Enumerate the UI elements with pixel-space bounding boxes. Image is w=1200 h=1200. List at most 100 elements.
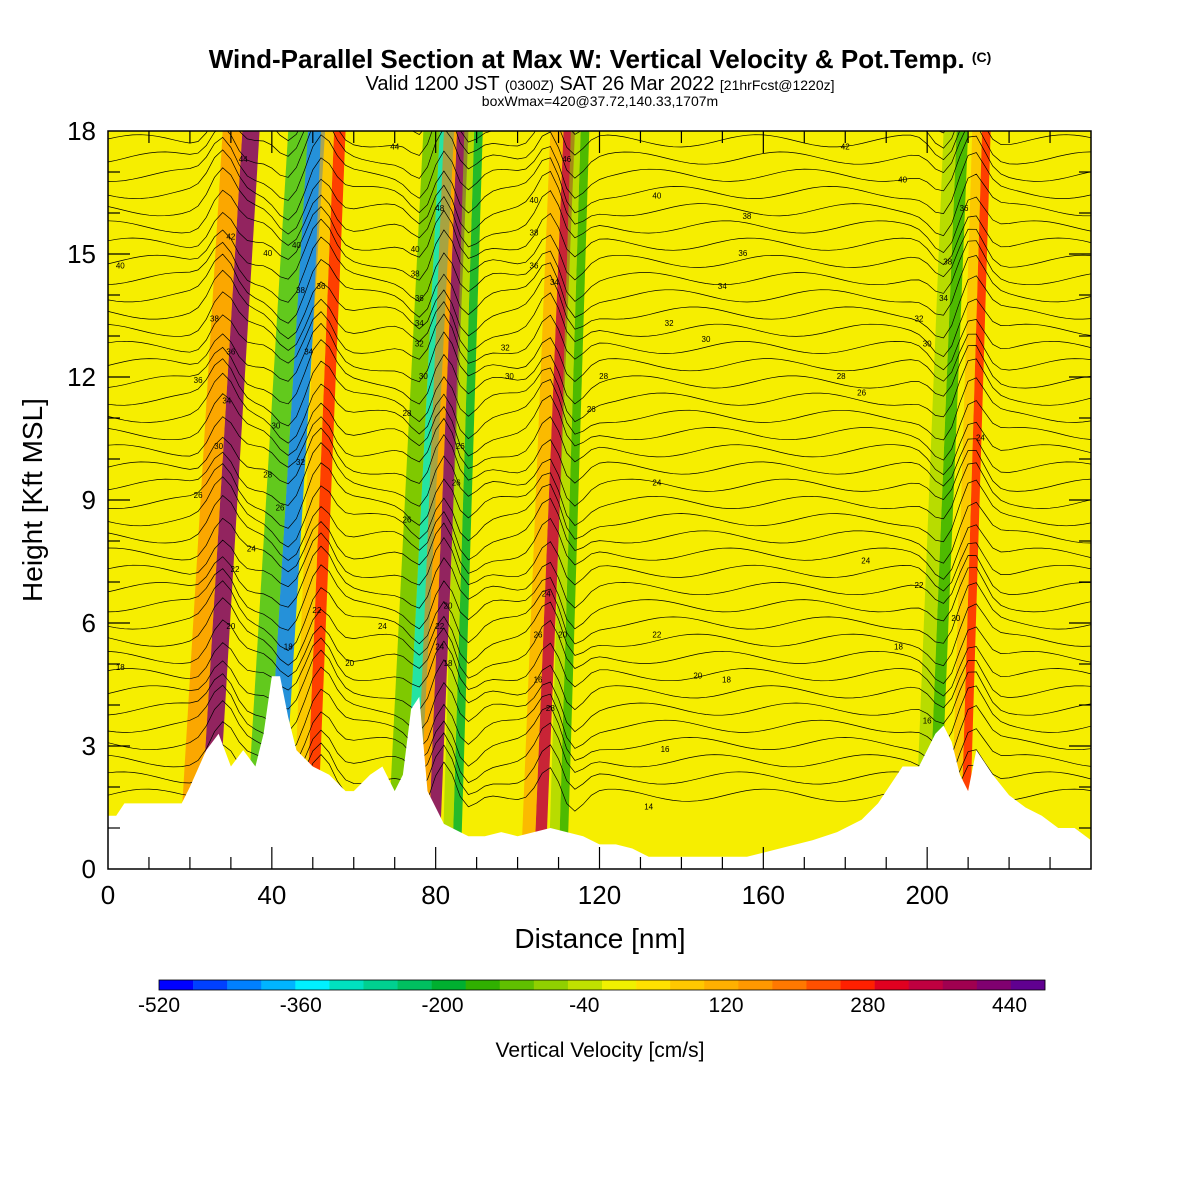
isentrope-label-58: 20 — [693, 671, 702, 680]
isentrope-34 — [108, 167, 1091, 237]
colorbar-swatch — [942, 980, 978, 990]
colorbar-swatch — [908, 980, 944, 990]
isentrope-37 — [108, 131, 1091, 179]
velocity-band-0 — [198, 131, 260, 869]
colorbar-tick-label: -200 — [422, 994, 464, 1017]
isentrope-22 — [108, 372, 1091, 444]
isentrope-35 — [108, 149, 1091, 221]
isentrope-16 — [108, 476, 1091, 548]
isentrope-label-66: 32 — [665, 319, 674, 328]
colorbar-swatch — [738, 980, 773, 990]
isentrope-label-3: 42 — [226, 233, 235, 242]
isentrope-label-62: 40 — [652, 192, 661, 201]
isentrope-labels: 40 18 44 42 40 40 38 36 38 36 36 34 34 30 30 26 28 32 26 22… — [116, 143, 986, 812]
x-tick-labels: 0 40 80 120 160 200 — [101, 880, 949, 910]
isentrope-11 — [108, 564, 1091, 631]
colorbar-swatch — [227, 980, 262, 990]
isentrope-label-30: 34 — [415, 319, 424, 328]
isentrope-29 — [108, 253, 1091, 324]
isentrope-26 — [108, 311, 1091, 371]
isentrope-17 — [108, 462, 1091, 529]
isentrope-label-48: 46 — [562, 155, 571, 164]
y-tick-label: 6 — [82, 608, 96, 638]
colorbar-swatch — [397, 980, 432, 990]
isentrope-label-12: 34 — [304, 348, 313, 357]
velocity-band-9 — [959, 131, 991, 869]
isentrope-33 — [108, 189, 1091, 254]
isentrope-label-53: 26 — [534, 630, 543, 639]
chart-subtitle: Valid 1200 JST (0300Z) SAT 26 Mar 2022 [… — [365, 73, 835, 95]
colorbar-frame — [158, 979, 1046, 991]
colorbar-tick-label: -520 — [138, 994, 180, 1017]
isentrope-label-16: 28 — [263, 471, 272, 480]
velocity-band-2 — [304, 131, 346, 869]
isentrope-28 — [108, 269, 1091, 340]
isentrope-label-73: 38 — [943, 257, 952, 266]
isentrope-label-61: 14 — [644, 803, 653, 812]
isentrope-label-22: 18 — [284, 643, 293, 652]
colorbar-swatch — [533, 980, 569, 990]
isentrope-12 — [108, 545, 1091, 609]
isentrope-label-34: 26 — [403, 516, 412, 525]
colorbar-swatch — [704, 980, 739, 990]
isentrope-8 — [108, 619, 1091, 684]
terrain-mask — [108, 676, 1091, 869]
isentrope-label-52: 24 — [542, 589, 551, 598]
colorbar-swatch — [1010, 980, 1046, 990]
isentrope-label-27: 40 — [411, 245, 420, 254]
velocity-band-5 — [452, 131, 483, 869]
isentrope-label-47: 34 — [550, 278, 559, 287]
isentrope-label-46: 36 — [530, 261, 539, 270]
chart-title: Wind-Parallel Section at Max W: Vertical… — [208, 44, 992, 74]
isentrope-10 — [108, 580, 1091, 652]
isentrope-label-72: 30 — [923, 339, 932, 348]
isentrope-label-5: 40 — [292, 241, 301, 250]
isentrope-13 — [108, 532, 1091, 592]
isentrope-label-19: 22 — [231, 565, 240, 574]
y-tick-label: 18 — [67, 116, 96, 146]
colorbar-swatch — [976, 980, 1012, 990]
colorbar-swatch — [499, 980, 535, 990]
isentrope-24 — [108, 339, 1091, 405]
y-tick-label: 0 — [82, 854, 96, 884]
x-axis-title: Distance [nm] — [514, 923, 685, 954]
x-tick-label: 40 — [257, 880, 286, 910]
isentrope-label-31: 32 — [415, 339, 424, 348]
copyright-mark: (C) — [971, 49, 992, 65]
colorbar-swatch — [329, 980, 364, 990]
box-info: boxWmax=420@37.72,140.33,1707m — [481, 93, 719, 109]
isentrope-18 — [108, 442, 1091, 507]
colorbar-tick-label: 280 — [850, 994, 885, 1017]
isentrope-label-9: 36 — [317, 282, 326, 291]
colorbar-tick-label: -40 — [569, 994, 599, 1017]
colorbar-swatch — [431, 980, 466, 990]
isentrope-25 — [108, 322, 1091, 383]
isentrope-label-11: 34 — [222, 397, 231, 406]
velocity-band-7 — [558, 131, 590, 869]
velocity-halo-4 — [414, 131, 457, 869]
isentrope-label-71: 32 — [915, 315, 924, 324]
isentrope-31 — [108, 218, 1091, 281]
isentrope-label-63: 38 — [742, 212, 751, 221]
colorbar-swatch — [772, 980, 807, 990]
isentrope-label-70: 36 — [960, 204, 969, 213]
y-tick-label: 12 — [67, 362, 96, 392]
isentrope-label-78: 24 — [861, 557, 870, 566]
isentrope-label-39: 22 — [435, 622, 444, 631]
isentrope-label-45: 38 — [530, 229, 539, 238]
isentrope-15 — [108, 495, 1091, 564]
isentrope-label-67: 30 — [702, 335, 711, 344]
isentrope-label-76: 26 — [857, 389, 866, 398]
isentrope-label-54: 20 — [558, 630, 567, 639]
isentrope-36 — [108, 134, 1091, 201]
isentrope-label-64: 36 — [738, 249, 747, 258]
isentrope-label-57: 22 — [652, 630, 661, 639]
isentrope-label-51: 24 — [652, 479, 661, 488]
isentrope-14 — [108, 517, 1091, 580]
isentrope-label-74: 34 — [939, 294, 948, 303]
velocity-band-4 — [427, 131, 469, 869]
isentrope-label-26: 44 — [390, 143, 399, 152]
isentrope-label-35: 48 — [435, 204, 444, 213]
velocity-halo-0 — [178, 131, 243, 869]
